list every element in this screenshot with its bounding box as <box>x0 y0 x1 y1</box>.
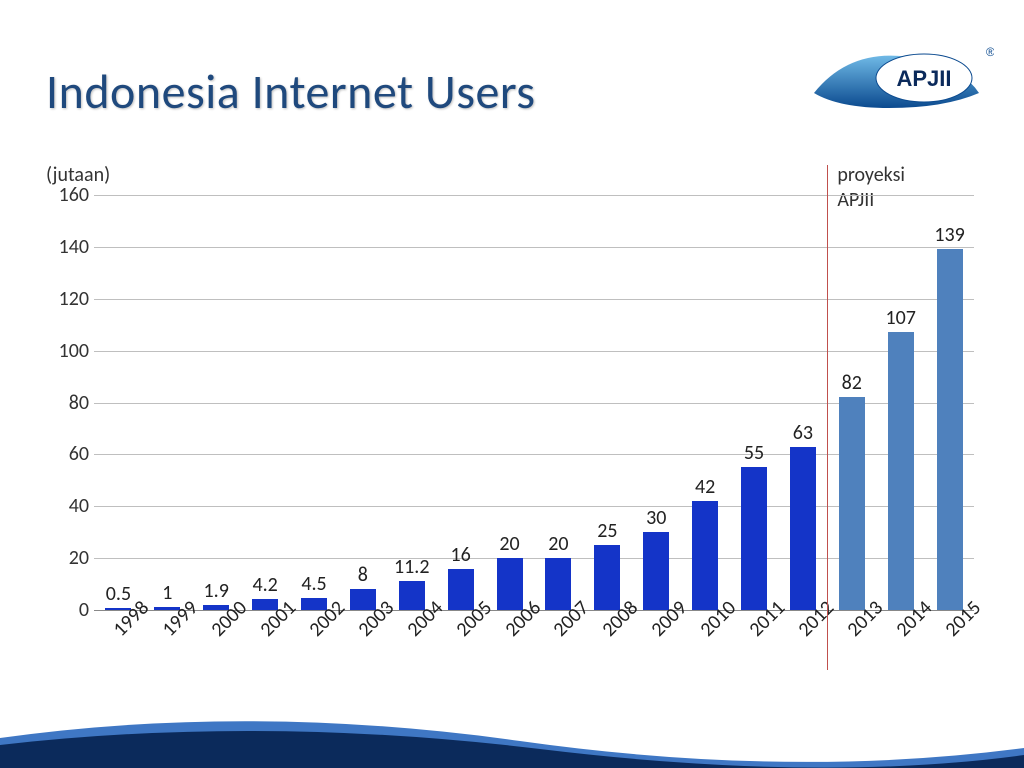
y-tick-label: 100 <box>49 339 89 363</box>
apjii-logo: APJII ® <box>794 38 994 128</box>
bar-value-label: 107 <box>871 306 931 330</box>
bar <box>497 558 523 610</box>
y-tick-label: 140 <box>49 235 89 259</box>
bar <box>448 569 474 611</box>
gridline <box>94 247 974 248</box>
bar-value-label: 42 <box>675 475 735 499</box>
registered-mark: ® <box>986 45 994 59</box>
bar-chart: (jutaan) proyeksiAPJII 02040608010012014… <box>46 165 986 675</box>
gridline <box>94 299 974 300</box>
logo-text: APJII <box>896 66 951 91</box>
bar <box>839 397 865 610</box>
y-tick-label: 160 <box>49 183 89 207</box>
bar <box>594 545 620 610</box>
page-title: Indonesia Internet Users <box>46 62 536 121</box>
bar <box>790 447 816 610</box>
bar <box>937 249 963 610</box>
y-tick-label: 120 <box>49 287 89 311</box>
y-tick-label: 20 <box>49 546 89 570</box>
y-tick-label: 0 <box>49 598 89 622</box>
y-tick-label: 60 <box>49 442 89 466</box>
bar-value-label: 139 <box>920 223 980 247</box>
decorative-wave <box>0 713 1024 768</box>
bar <box>888 332 914 610</box>
plot-area: proyeksiAPJII 0204060801001201401600.519… <box>94 195 974 611</box>
projection-label: proyeksiAPJII <box>837 163 905 213</box>
gridline <box>94 351 974 352</box>
bar-value-label: 30 <box>626 506 686 530</box>
bar <box>741 467 767 610</box>
gridline <box>94 195 974 196</box>
y-tick-label: 80 <box>49 391 89 415</box>
bar <box>545 558 571 610</box>
bar <box>692 501 718 610</box>
bar-value-label: 63 <box>773 421 833 445</box>
projection-divider <box>827 165 828 670</box>
bar-value-label: 55 <box>724 441 784 465</box>
bar-value-label: 82 <box>822 371 882 395</box>
y-tick-label: 40 <box>49 494 89 518</box>
bar <box>643 532 669 610</box>
